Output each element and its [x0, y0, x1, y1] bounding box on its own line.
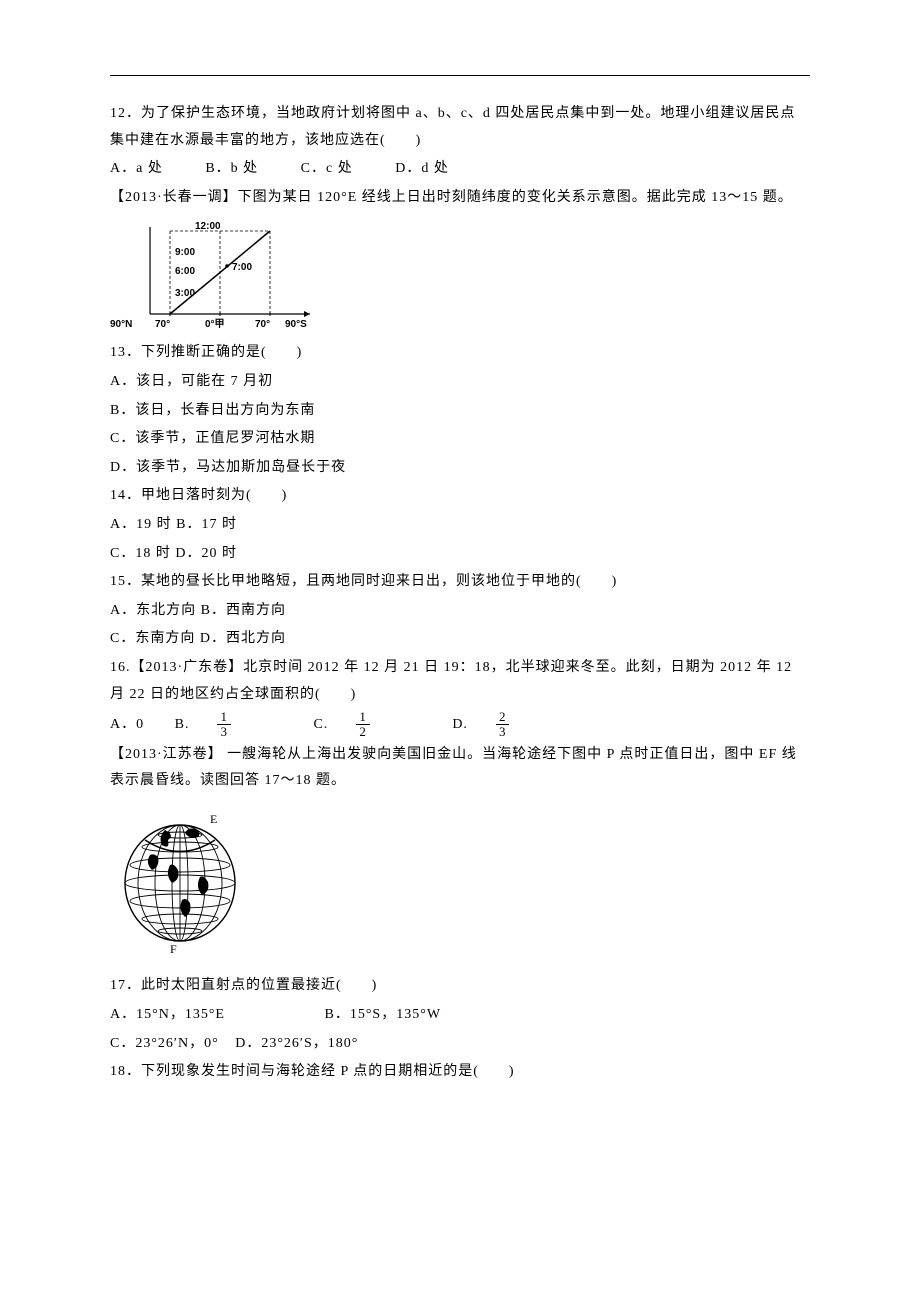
q14-opt-ab: A．19 时 B．17 时	[110, 512, 810, 539]
q15-opt-cd: C．东南方向 D．西北方向	[110, 626, 810, 653]
globe-label-e: E	[210, 812, 217, 826]
q16-text: 16.【2013·广东卷】北京时间 2012 年 12 月 21 日 19：18…	[110, 655, 810, 708]
q13-opt-a: A．该日，可能在 7 月初	[110, 369, 810, 396]
intro-13-15: 【2013·长春一调】下图为某日 120°E 经线上日出时刻随纬度的变化关系示意…	[110, 185, 810, 212]
q17-opt-d: D．23°26′S，180°	[235, 1031, 358, 1058]
chart-y-1200: 12:00	[195, 221, 221, 232]
q12-opt-d: D．d 处	[395, 161, 449, 176]
globe-label-f: F	[170, 942, 177, 955]
q17-text: 17．此时太阳直射点的位置最接近( )	[110, 973, 810, 1000]
q12-opt-b: B．b 处	[205, 161, 258, 176]
chart-y-600: 6:00	[175, 266, 195, 277]
divider-line	[110, 75, 810, 76]
q12-opt-c: C．c 处	[301, 161, 353, 176]
q16-opt-b: B.13	[175, 717, 283, 732]
q16-options: A．0 B.13 C.12 D.23	[110, 710, 810, 740]
q15-opt-ab: A．东北方向 B．西南方向	[110, 598, 810, 625]
globe-svg: E F	[110, 805, 250, 955]
q14-opt-cd: C．18 时 D．20 时	[110, 541, 810, 568]
chart-marker-label: 7:00	[232, 262, 252, 273]
q17-opt-row1: A．15°N，135°E B．15°S，135°W	[110, 1002, 810, 1029]
chart-svg: 7:00 12:00 9:00 6:00 3:00 90°N 70° 0°甲 7…	[110, 219, 320, 334]
q13-text: 13．下列推断正确的是( )	[110, 340, 810, 367]
q18-text: 18．下列现象发生时间与海轮途经 P 点的日期相近的是( )	[110, 1059, 810, 1086]
q16-opt-c: C.12	[313, 717, 421, 732]
q17-opt-row2: C．23°26′N，0° D．23°26′S，180°	[110, 1031, 810, 1058]
q16-opt-d: D.23	[452, 717, 561, 732]
q13-opt-d: D．该季节，马达加斯加岛昼长于夜	[110, 455, 810, 482]
q15-text: 15．某地的昼长比甲地略短，且两地同时迎来日出，则该地位于甲地的( )	[110, 569, 810, 596]
chart-y-900: 9:00	[175, 247, 195, 258]
q17-opt-a: A．15°N，135°E	[110, 1002, 320, 1029]
sunrise-chart: 7:00 12:00 9:00 6:00 3:00 90°N 70° 0°甲 7…	[110, 219, 810, 334]
chart-x-90s: 90°S	[285, 319, 307, 330]
q12-options: A．a 处 B．b 处 C．c 处 D．d 处	[110, 156, 810, 183]
q16-opt-a: A．0	[110, 717, 144, 732]
globe-figure: E F	[110, 805, 810, 966]
q13-opt-b: B．该日，长春日出方向为东南	[110, 398, 810, 425]
chart-x-0: 0°甲	[205, 318, 225, 330]
q14-text: 14．甲地日落时刻为( )	[110, 483, 810, 510]
chart-y-300: 3:00	[175, 288, 195, 299]
q17-opt-c: C．23°26′N，0°	[110, 1031, 219, 1058]
q13-opt-c: C．该季节，正值尼罗河枯水期	[110, 426, 810, 453]
chart-x-70n: 70°	[155, 319, 170, 330]
chart-x-70s: 70°	[255, 319, 270, 330]
q17-opt-b: B．15°S，135°W	[325, 1002, 442, 1029]
intro-17-18: 【2013·江苏卷】 一艘海轮从上海出发驶向美国旧金山。当海轮途经下图中 P 点…	[110, 742, 810, 795]
q12-text: 12．为了保护生态环境，当地政府计划将图中 a、b、c、d 四处居民点集中到一处…	[110, 101, 810, 154]
q12-opt-a: A．a 处	[110, 161, 163, 176]
chart-x-90n: 90°N	[110, 319, 132, 330]
